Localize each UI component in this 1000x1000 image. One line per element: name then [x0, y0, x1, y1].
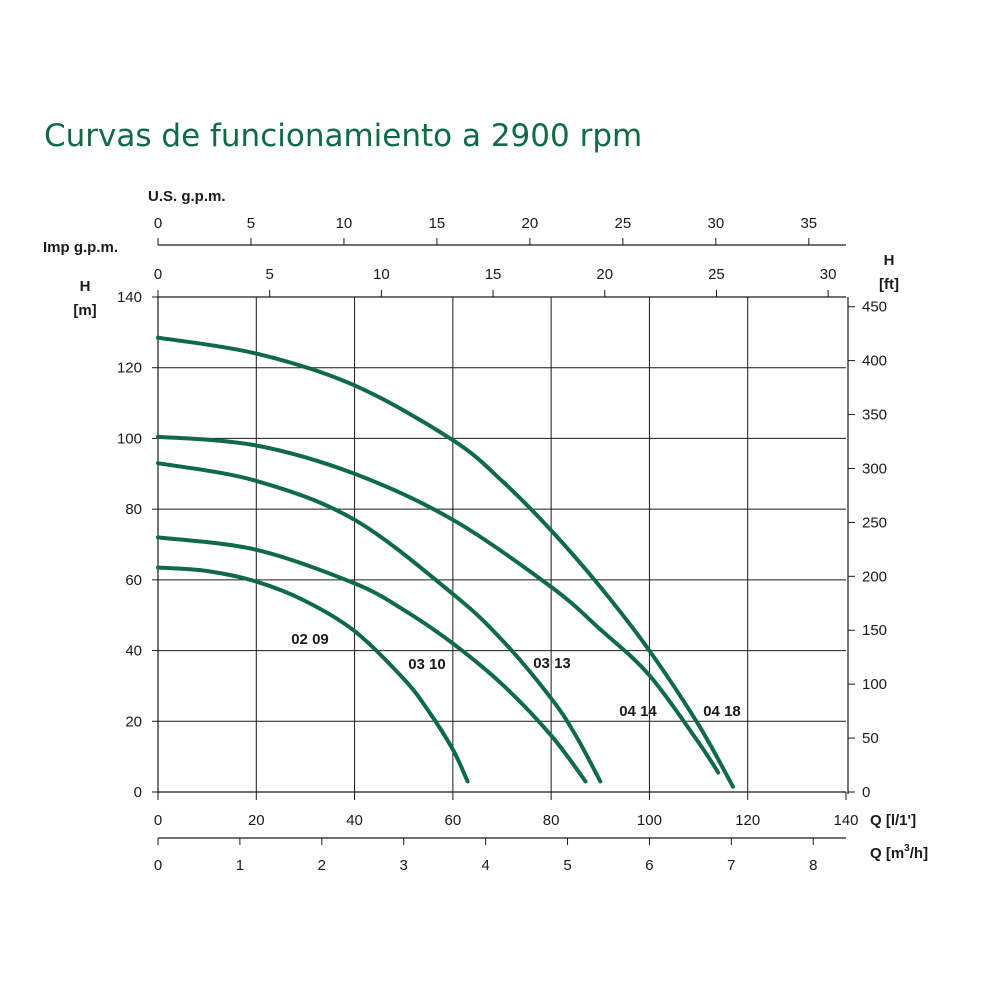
y-tick-label-ft: 100 — [862, 676, 887, 693]
series-line-03-10 — [156, 535, 588, 784]
x-tick-label-us: 15 — [429, 215, 446, 232]
x-tick-label-imp: 0 — [154, 266, 162, 283]
x-tick-label-us: 35 — [800, 215, 817, 232]
x-tick-label-m3h: 7 — [727, 857, 735, 874]
y-tick-label-ft: 50 — [862, 730, 879, 747]
x-tick-label-us: 5 — [247, 215, 255, 232]
x-tick-label-m3h: 5 — [563, 857, 571, 874]
chart-title: Curvas de funcionamiento a 2900 rpm — [44, 118, 643, 154]
x-tick-label-lmin: 120 — [735, 812, 760, 829]
x-tick-label-us: 25 — [615, 215, 632, 232]
x-tick-label-us: 10 — [336, 215, 353, 232]
x-axis-label-lmin: Q [l/1'] — [870, 812, 916, 829]
x-tick-label-lmin: 100 — [637, 812, 662, 829]
grid — [158, 296, 846, 792]
y-tick-label-m: 140 — [117, 289, 142, 306]
series-label-04-14: 04 14 — [619, 703, 657, 720]
y-tick-label-ft: 0 — [862, 784, 870, 801]
x-tick-label-m3h: 2 — [318, 857, 326, 874]
x-tick-label-m3h: 6 — [645, 857, 653, 874]
y-axis-label-m-top: H — [80, 278, 91, 295]
x-tick-label-lmin: 140 — [833, 812, 858, 829]
y-axis-label-m-bottom: [m] — [73, 302, 96, 319]
x-tick-label-us: 30 — [707, 215, 724, 232]
x-tick-label-imp: 15 — [485, 266, 502, 283]
y-tick-label-m: 80 — [125, 501, 142, 518]
y-tick-label-ft: 450 — [862, 299, 887, 316]
axes: 020406080100120140H[m]050100150200250300… — [43, 188, 928, 874]
y-tick-label-m: 40 — [125, 643, 142, 660]
x-tick-label-us: 0 — [154, 215, 162, 232]
series-line-04-14 — [156, 434, 721, 775]
series-line-02-09 — [156, 565, 470, 784]
y-tick-label-m: 120 — [117, 360, 142, 377]
x-tick-label-lmin: 60 — [445, 812, 462, 829]
y-tick-label-ft: 350 — [862, 407, 887, 424]
x-tick-label-imp: 10 — [373, 266, 390, 283]
y-tick-label-m: 100 — [117, 430, 142, 447]
y-axis-label-ft-bottom: [ft] — [879, 276, 899, 293]
y-tick-label-m: 60 — [125, 572, 142, 589]
y-tick-label-ft: 400 — [862, 353, 887, 370]
curves — [156, 335, 735, 789]
x-axis-label-us: U.S. g.p.m. — [148, 188, 226, 205]
x-tick-label-m3h: 4 — [481, 857, 489, 874]
labels: 02 09 03 10 03 13 04 14 04 18 — [291, 631, 741, 720]
y-tick-label-ft: 200 — [862, 568, 887, 585]
series-label-03-10: 03 10 — [408, 656, 446, 673]
x-tick-label-lmin: 80 — [543, 812, 560, 829]
x-tick-label-us: 20 — [522, 215, 539, 232]
series-label-02-09: 02 09 — [291, 631, 329, 648]
x-tick-label-m3h: 1 — [236, 857, 244, 874]
x-tick-label-lmin: 20 — [248, 812, 265, 829]
x-tick-label-imp: 20 — [596, 266, 613, 283]
x-tick-label-imp: 5 — [266, 266, 274, 283]
x-tick-label-imp: 25 — [708, 266, 725, 283]
y-tick-label-ft: 150 — [862, 622, 887, 639]
x-axis-label-m3h: Q [m3/h] — [870, 843, 928, 862]
x-tick-label-m3h: 3 — [400, 857, 408, 874]
y-axis-label-ft-top: H — [884, 252, 895, 269]
x-tick-label-m3h: 8 — [809, 857, 817, 874]
y-tick-label-ft: 300 — [862, 460, 887, 477]
y-tick-label-ft: 250 — [862, 514, 887, 531]
y-tick-label-m: 20 — [125, 713, 142, 730]
x-tick-label-lmin: 0 — [154, 812, 162, 829]
x-tick-label-imp: 30 — [820, 266, 837, 283]
x-tick-label-lmin: 40 — [346, 812, 363, 829]
y-tick-label-m: 0 — [134, 784, 142, 801]
series-line-03-13 — [156, 461, 603, 784]
x-axis-label-imp: Imp g.p.m. — [43, 239, 118, 256]
x-tick-label-m3h: 0 — [154, 857, 162, 874]
series-label-03-13: 03 13 — [533, 655, 571, 672]
series-line-04-18 — [156, 335, 735, 789]
series-label-04-18: 04 18 — [703, 703, 741, 720]
